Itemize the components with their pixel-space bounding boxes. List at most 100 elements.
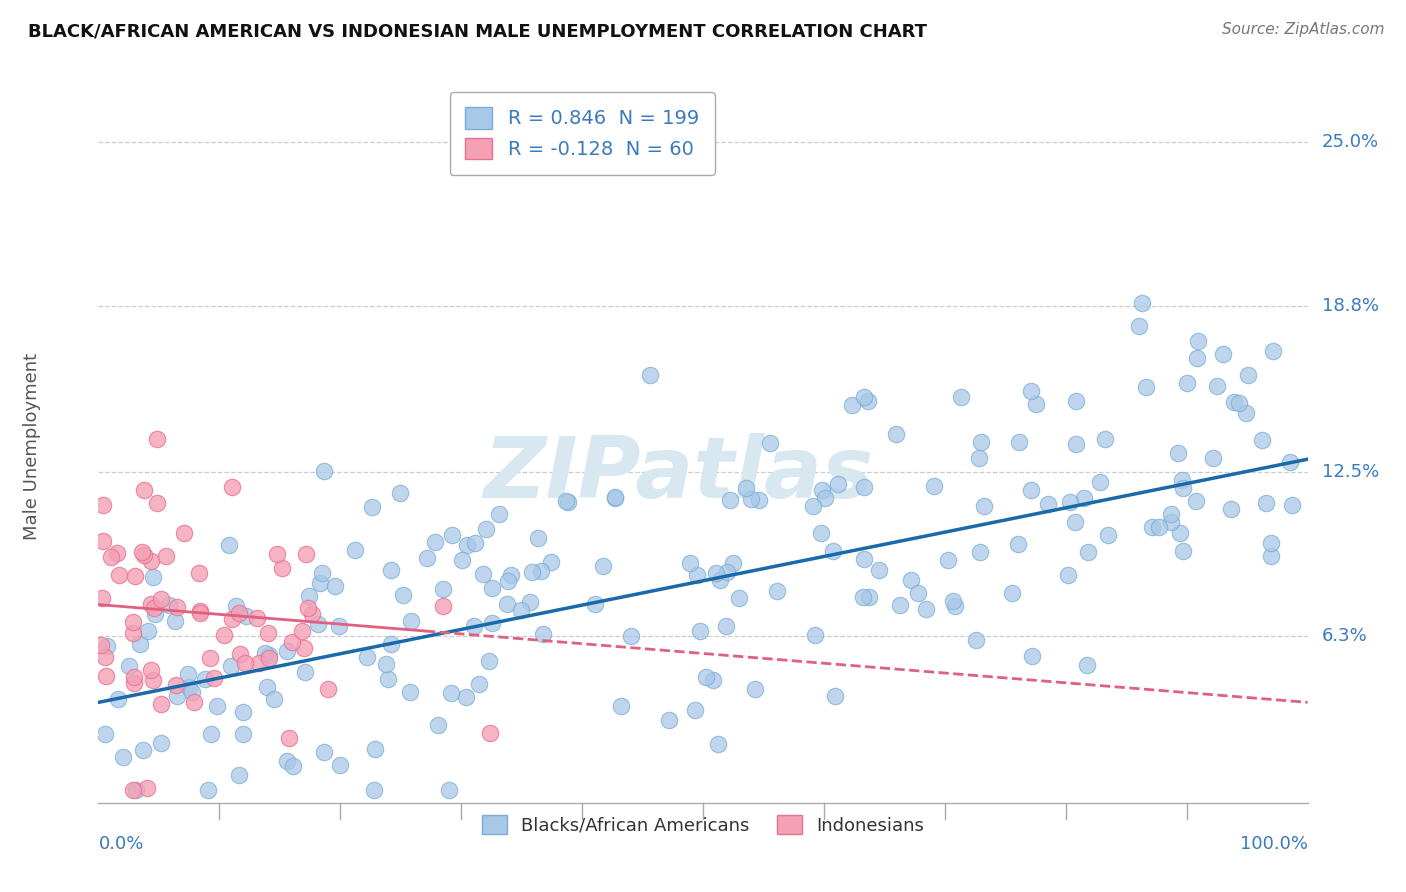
Point [166, 690, 188, 704]
Point [716, 565, 738, 579]
Point [257, 648, 280, 662]
Point [1212, 347, 1234, 361]
Point [228, 768, 250, 782]
Point [1237, 368, 1260, 382]
Point [312, 745, 335, 759]
Point [297, 600, 319, 615]
Point [1223, 395, 1246, 409]
Point [704, 566, 727, 580]
Point [1160, 507, 1182, 521]
Point [1279, 455, 1302, 469]
Point [143, 607, 166, 621]
Point [938, 552, 960, 566]
Point [481, 581, 503, 595]
Point [709, 573, 731, 587]
Point [464, 535, 486, 549]
Point [592, 559, 614, 574]
Point [91, 498, 114, 512]
Text: 18.8%: 18.8% [1322, 297, 1379, 315]
Point [132, 742, 155, 756]
Point [325, 578, 347, 592]
Point [679, 556, 702, 570]
Point [1185, 351, 1208, 366]
Point [292, 641, 315, 656]
Point [150, 592, 173, 607]
Point [235, 609, 257, 624]
Point [811, 483, 834, 497]
Point [1097, 527, 1119, 541]
Point [1128, 318, 1150, 333]
Point [803, 628, 825, 642]
Point [1251, 433, 1274, 447]
Point [149, 736, 172, 750]
Point [1059, 495, 1081, 509]
Point [247, 656, 270, 670]
Point [94, 669, 117, 683]
Point [1227, 396, 1250, 410]
Point [136, 781, 159, 796]
Point [136, 624, 159, 639]
Point [329, 758, 352, 772]
Point [221, 480, 243, 494]
Point [229, 647, 252, 661]
Point [658, 713, 681, 727]
Point [298, 589, 321, 603]
Point [810, 525, 832, 540]
Text: ZIPatlas: ZIPatlas [484, 433, 875, 516]
Point [702, 673, 724, 688]
Point [301, 607, 323, 621]
Point [276, 643, 298, 657]
Point [583, 597, 606, 611]
Text: Male Unemployment: Male Unemployment [22, 352, 41, 540]
Point [180, 685, 202, 699]
Point [134, 483, 156, 497]
Point [100, 549, 122, 564]
Point [949, 390, 972, 404]
Point [93, 650, 115, 665]
Point [246, 610, 269, 624]
Point [853, 551, 876, 566]
Point [1160, 515, 1182, 529]
Point [283, 759, 305, 773]
Point [141, 554, 163, 568]
Point [1019, 384, 1042, 398]
Point [177, 667, 200, 681]
Point [257, 650, 280, 665]
Point [1076, 658, 1098, 673]
Point [727, 591, 749, 605]
Point [212, 628, 235, 642]
Point [125, 782, 148, 797]
Point [451, 552, 474, 566]
Point [856, 394, 879, 409]
Point [1260, 535, 1282, 549]
Point [91, 534, 114, 549]
Point [228, 606, 250, 620]
Point [967, 450, 990, 465]
Point [801, 499, 824, 513]
Point [1064, 437, 1087, 451]
Point [740, 492, 762, 507]
Point [157, 598, 180, 612]
Point [318, 682, 340, 697]
Point [1173, 544, 1195, 558]
Point [1170, 525, 1192, 540]
Point [1008, 434, 1031, 449]
Point [1007, 537, 1029, 551]
Text: 6.3%: 6.3% [1322, 627, 1368, 645]
Point [1057, 568, 1080, 582]
Point [1094, 432, 1116, 446]
Point [1135, 380, 1157, 394]
Point [121, 615, 143, 629]
Point [311, 566, 333, 580]
Point [1185, 493, 1208, 508]
Text: 100.0%: 100.0% [1240, 835, 1308, 853]
Text: 0.0%: 0.0% [98, 835, 143, 853]
Point [821, 544, 844, 558]
Point [121, 782, 143, 797]
Point [91, 591, 114, 606]
Point [122, 625, 145, 640]
Point [122, 676, 145, 690]
Point [105, 546, 128, 560]
Point [1076, 545, 1098, 559]
Point [425, 535, 447, 549]
